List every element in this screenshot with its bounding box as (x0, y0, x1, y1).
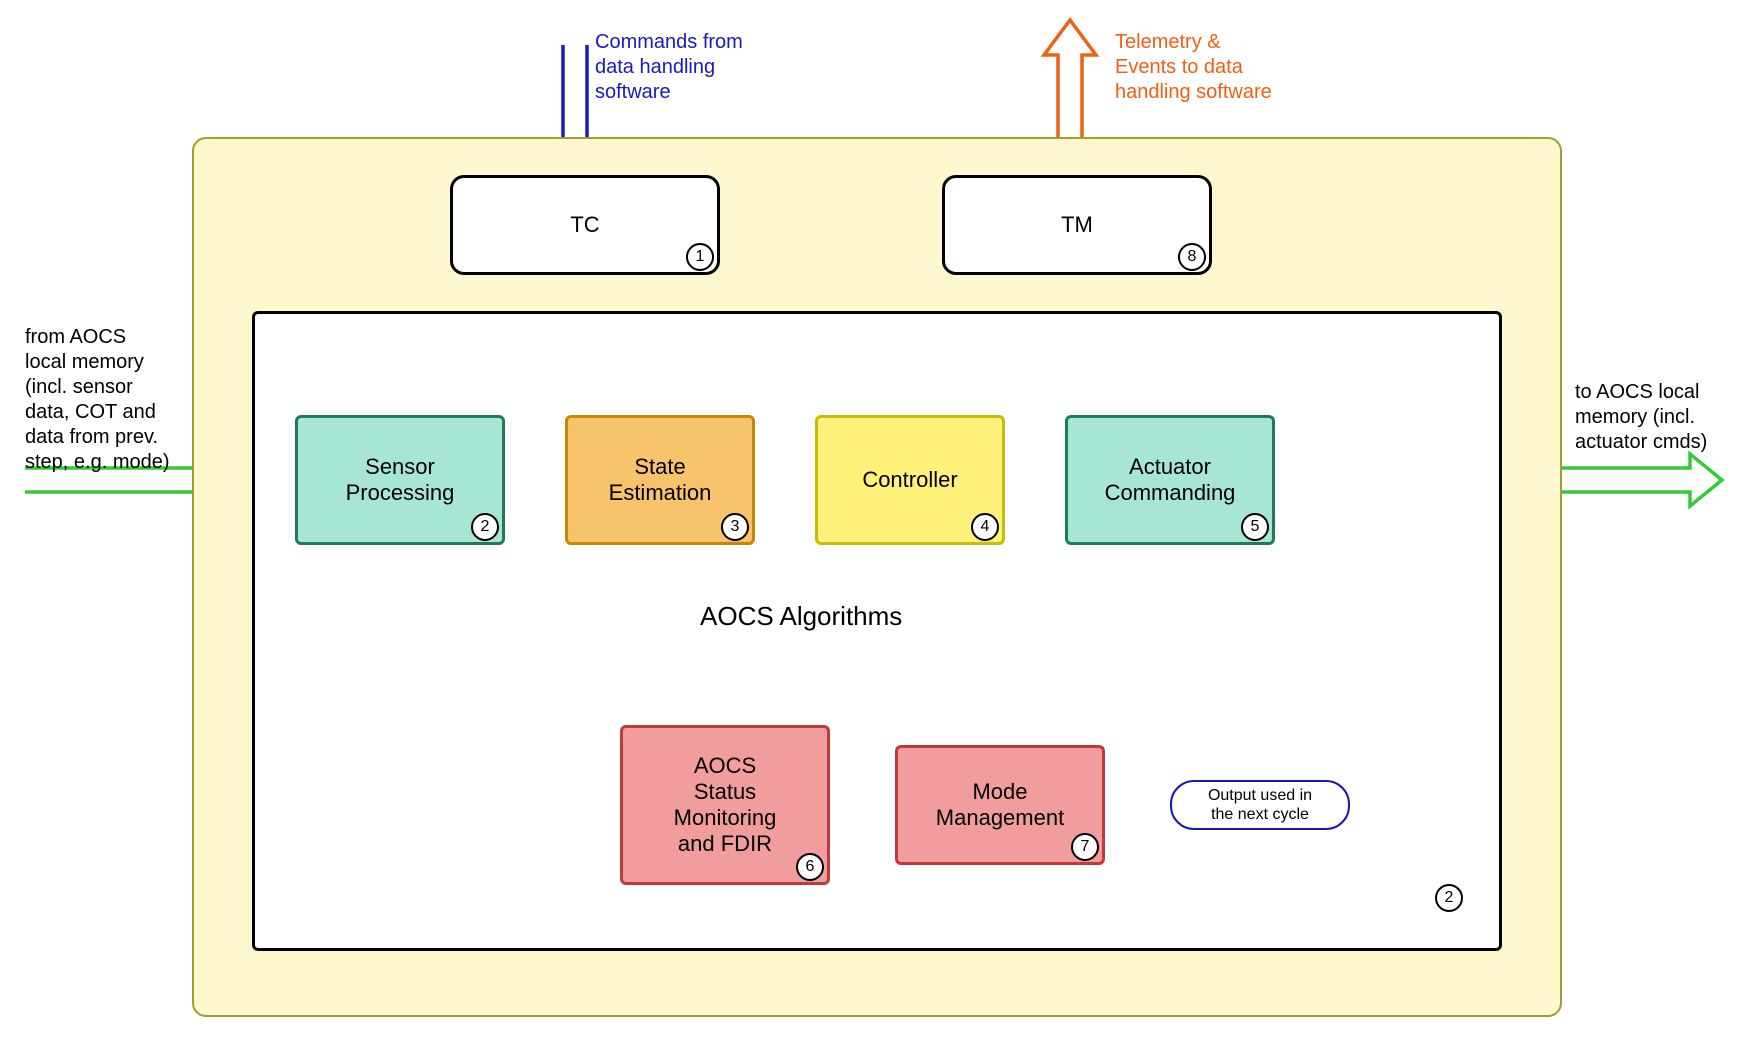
badge-tc: 1 (686, 243, 714, 271)
output-note: Output used in the next cycle (1170, 780, 1350, 830)
block-tm: TM (942, 175, 1212, 275)
block-sensor-label: Sensor Processing (346, 454, 455, 506)
label-telemetry: Telemetry & Events to data handling soft… (1115, 30, 1272, 105)
badge-controller: 4 (971, 513, 999, 541)
badge-inner-num: 2 (1445, 889, 1454, 907)
badge-tm: 8 (1178, 243, 1206, 271)
badge-tm-num: 8 (1188, 248, 1197, 266)
badge-monitor-num: 6 (806, 858, 815, 876)
badge-actuator: 5 (1241, 513, 1269, 541)
block-controller-label: Controller (862, 467, 957, 493)
badge-sensor: 2 (471, 513, 499, 541)
label-aocs-algorithms-title: AOCS Algorithms (700, 600, 902, 633)
block-tm-label: TM (1061, 212, 1093, 238)
badge-state: 3 (721, 513, 749, 541)
block-mode-label: Mode Management (936, 779, 1064, 831)
badge-actuator-num: 5 (1251, 518, 1260, 536)
block-tc: TC (450, 175, 720, 275)
badge-controller-num: 4 (981, 518, 990, 536)
block-tc-label: TC (570, 212, 599, 238)
block-actuator-label: Actuator Commanding (1105, 454, 1236, 506)
block-state-label: State Estimation (609, 454, 712, 506)
badge-sensor-num: 2 (481, 518, 490, 536)
block-monitor-label: AOCS Status Monitoring and FDIR (674, 753, 777, 857)
label-from-memory: from AOCS local memory (incl. sensor dat… (25, 325, 170, 475)
label-commands: Commands from data handling software (595, 30, 743, 105)
badge-tc-num: 1 (696, 248, 705, 266)
badge-mode: 7 (1071, 833, 1099, 861)
output-note-text: Output used in the next cycle (1208, 786, 1312, 824)
badge-state-num: 3 (731, 518, 740, 536)
badge-mode-num: 7 (1081, 838, 1090, 856)
badge-inner: 2 (1435, 884, 1463, 912)
label-to-memory: to AOCS local memory (incl. actuator cmd… (1575, 380, 1707, 455)
badge-monitor: 6 (796, 853, 824, 881)
